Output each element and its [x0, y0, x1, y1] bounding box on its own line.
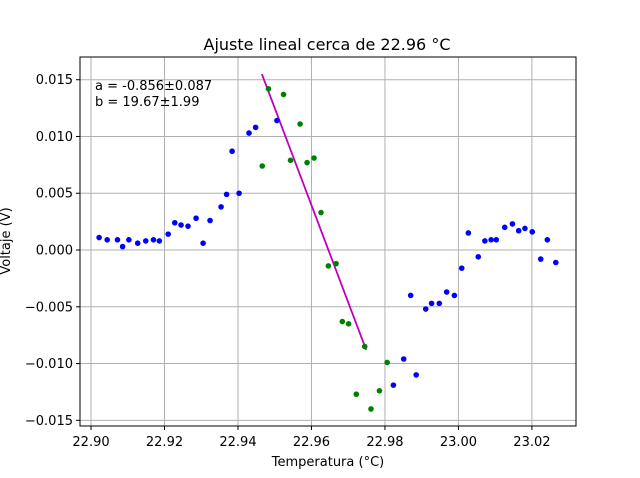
data-point-blue	[509, 221, 516, 227]
grid-lines	[80, 57, 576, 426]
data-point-blue	[475, 254, 482, 260]
data-point-green	[259, 163, 266, 169]
data-point-blue	[544, 236, 551, 243]
data-point-blue	[488, 236, 494, 243]
data-point-green	[361, 343, 368, 350]
fit-line	[261, 73, 368, 351]
data-point-blue	[165, 231, 171, 237]
data-point-green	[345, 321, 352, 327]
x-tick-label: 22.98	[366, 435, 403, 450]
data-point-blue	[428, 300, 435, 307]
data-point-green	[353, 391, 360, 398]
data-point-blue	[246, 130, 252, 136]
y-axis-label: Voltaje (V)	[0, 207, 14, 274]
data-point-green	[287, 157, 294, 164]
data-point-blue	[493, 236, 500, 243]
data-point-green	[304, 159, 310, 166]
data-point-blue	[522, 225, 528, 232]
data-point-blue	[114, 236, 121, 243]
data-point-blue	[119, 243, 126, 250]
data-point-blue	[400, 356, 407, 362]
data-point-blue	[529, 229, 536, 235]
data-point-green	[280, 91, 287, 98]
y-tick-label: 0.015	[36, 73, 73, 88]
y-tick-label: −0.015	[25, 414, 73, 429]
x-tick-label: 22.92	[146, 435, 183, 450]
data-point-blue	[223, 191, 230, 198]
data-point-blue	[443, 289, 450, 295]
x-tick-label: 22.94	[219, 435, 256, 450]
data-point-blue	[193, 215, 199, 222]
data-point-blue	[156, 238, 163, 244]
data-point-green	[297, 121, 303, 127]
data-point-blue	[126, 236, 132, 243]
data-point-blue	[200, 240, 206, 247]
data-point-blue	[134, 240, 141, 247]
data-point-blue	[451, 292, 458, 299]
y-tick-label: 0.010	[36, 130, 73, 145]
x-axis-ticks: 22.90 22.92 22.94 22.96 22.98 23.00 23.02	[72, 426, 551, 450]
y-tick-label: −0.010	[25, 357, 73, 372]
x-axis-label: Temperatura (°C)	[271, 455, 384, 470]
data-point-green	[339, 318, 346, 325]
x-tick-label: 23.02	[513, 435, 550, 450]
data-point-blue	[422, 306, 429, 312]
data-point-blue	[413, 372, 419, 378]
data-point-blue	[482, 238, 488, 244]
data-point-green	[265, 85, 272, 92]
data-point-blue	[458, 265, 465, 271]
data-point-green	[384, 359, 390, 366]
y-tick-label: 0.005	[36, 187, 73, 202]
data-point-blue	[185, 223, 191, 229]
chart-title: Ajuste lineal cerca de 22.96 °C	[204, 35, 451, 54]
data-point-blue	[178, 222, 184, 228]
data-point-blue	[515, 227, 522, 234]
x-tick-label: 23.00	[440, 435, 477, 450]
data-point-green	[333, 260, 339, 267]
x-tick-label: 22.96	[293, 435, 330, 450]
data-point-green	[376, 388, 383, 394]
data-point-blue	[207, 217, 213, 224]
data-point-blue	[218, 204, 224, 210]
data-point-blue	[229, 148, 235, 155]
data-point-blue	[142, 238, 149, 244]
data-point-blue	[274, 117, 280, 124]
x-tick-label: 22.90	[72, 435, 109, 450]
data-point-green	[325, 263, 332, 269]
fit-line-layer	[261, 73, 368, 351]
data-point-blue	[537, 256, 544, 262]
plot-frame	[79, 56, 577, 427]
y-tick-label: 0.000	[36, 244, 73, 259]
annotation-b: b = 19.67±1.99	[95, 95, 199, 110]
data-point-blue	[171, 219, 178, 226]
y-axis-ticks: −0.015 −0.010 −0.005 0.000 0.005 0.010 0.015	[25, 73, 80, 429]
data-point-blue	[407, 292, 414, 299]
data-point-blue	[252, 124, 259, 131]
data-point-blue	[501, 224, 508, 231]
annotation-a: a = -0.856±0.087	[95, 79, 212, 94]
data-point-blue	[150, 236, 157, 243]
data-points-layer	[96, 85, 559, 412]
data-point-green	[368, 406, 374, 412]
data-point-green	[318, 209, 324, 216]
data-point-blue	[552, 259, 559, 266]
data-point-green	[311, 155, 317, 161]
data-point-blue	[465, 230, 472, 236]
data-point-blue	[236, 190, 242, 197]
data-point-blue	[96, 234, 102, 241]
data-point-blue	[104, 236, 110, 243]
data-point-blue	[436, 300, 443, 307]
y-tick-label: −0.005	[25, 300, 73, 315]
data-point-blue	[390, 382, 397, 388]
